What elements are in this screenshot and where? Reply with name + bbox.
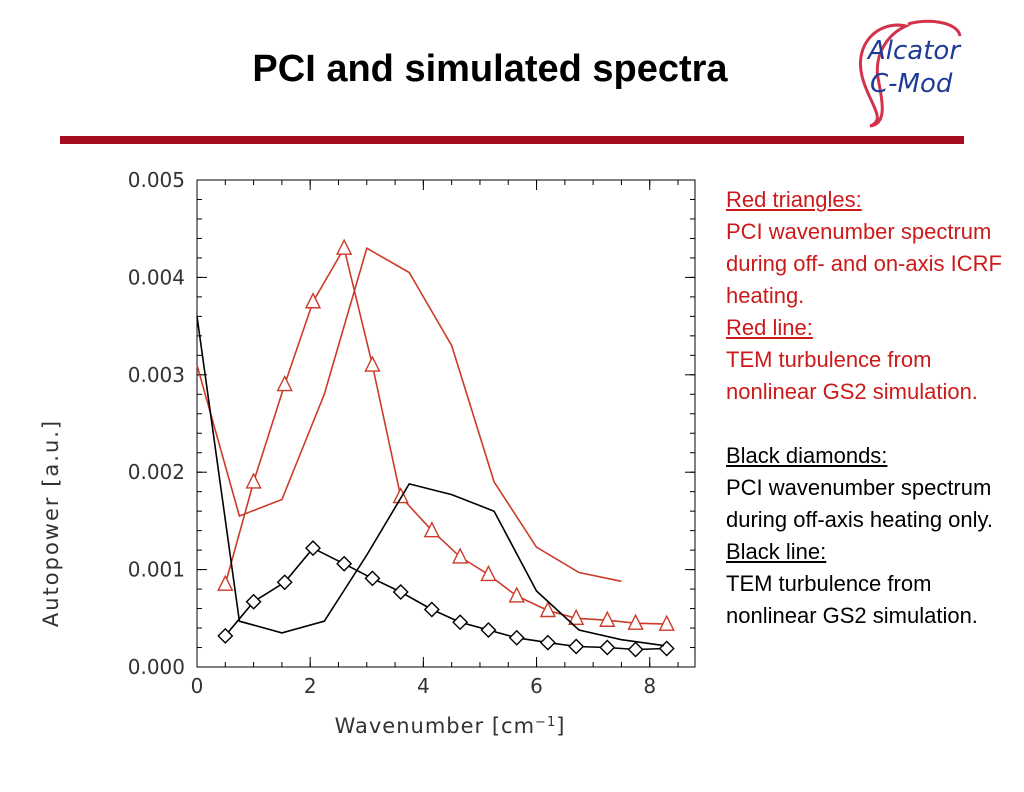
y-tick-label: 0.003 (128, 363, 185, 387)
slide-title: PCI and simulated spectra (252, 48, 728, 90)
triangle-marker (568, 608, 585, 625)
series-line-3 (196, 316, 665, 647)
triangle-marker (658, 614, 675, 631)
triangle-marker (364, 355, 381, 372)
x-tick-label: 4 (417, 674, 430, 698)
series-line-2 (224, 547, 667, 651)
logo-line2: C-Mod (870, 69, 953, 99)
y-tick-label: 0.000 (128, 655, 185, 679)
triangle-marker (304, 292, 322, 309)
legend-red-triangles-heading: Red triangles: (726, 187, 862, 212)
triangle-marker (245, 472, 262, 489)
diamond-marker (508, 629, 525, 646)
y-tick-label: 0.001 (128, 558, 185, 582)
triangle-marker (627, 613, 644, 630)
triangle-marker (539, 600, 556, 618)
x-tick-label: 0 (191, 674, 204, 698)
diamond-marker (599, 639, 616, 656)
series-line-1 (196, 247, 622, 583)
legend-red-triangles-text: PCI wavenumber spectrum during off- and … (726, 219, 1002, 308)
logo-line1: Alcator (866, 36, 962, 66)
triangle-marker (392, 486, 409, 504)
x-axis-label: Wavenumber [cm−1] (335, 714, 566, 738)
triangle-marker (452, 547, 469, 564)
legend-panel: Red triangles: PCI wavenumber spectrum d… (726, 184, 1016, 632)
title-rule (60, 136, 964, 144)
logo-swoosh (859, 23, 911, 128)
legend-black-diamonds-heading: Black diamonds: (726, 443, 888, 468)
y-tick-label: 0.002 (128, 460, 185, 484)
diamond-marker (392, 584, 409, 600)
legend-black-line-heading: Black line: (726, 539, 827, 564)
y-tick-label: 0.005 (128, 168, 185, 192)
diamond-marker (276, 574, 293, 591)
triangle-marker (599, 610, 616, 627)
legend-black-diamonds-text: PCI wavenumber spectrum during off-axis … (726, 475, 994, 532)
diamond-marker (658, 640, 675, 657)
plot-frame (196, 179, 696, 668)
diamond-marker (423, 601, 440, 618)
triangle-marker (217, 574, 234, 591)
diamond-marker (480, 621, 497, 638)
triangle-marker (508, 586, 525, 603)
diamond-marker (336, 555, 353, 572)
diamond-marker (627, 641, 644, 658)
diamond-marker (245, 593, 262, 610)
triangle-marker (423, 521, 440, 538)
diamond-marker (452, 614, 469, 631)
diamond-marker (539, 634, 556, 651)
series-line-0 (224, 246, 667, 625)
triangle-marker (336, 238, 353, 255)
triangle-marker (276, 374, 293, 392)
y-axis-label: Autopower [a.u.] (39, 419, 63, 627)
diamond-marker (305, 540, 322, 557)
x-tick-label: 2 (304, 674, 317, 698)
diamond-marker (217, 627, 234, 644)
x-tick-label: 8 (643, 674, 656, 698)
diamond-marker (568, 638, 585, 655)
triangle-marker (480, 564, 497, 582)
y-tick-label: 0.004 (128, 265, 185, 289)
legend-red-line-text: TEM turbulence from nonlinear GS2 simula… (726, 347, 978, 404)
diamond-marker (364, 570, 381, 587)
spectra-chart: 0.000 0.001 0.002 0.003 0.004 0.005 0 2 4 6 8 Auto… (39, 168, 696, 738)
legend-black-line-text: TEM turbulence from nonlinear GS2 simula… (726, 571, 978, 628)
legend-red-line-heading: Red line: (726, 315, 813, 340)
x-tick-label: 6 (530, 674, 543, 698)
alcator-cmod-logo: Alcator C-Mod (859, 19, 962, 128)
